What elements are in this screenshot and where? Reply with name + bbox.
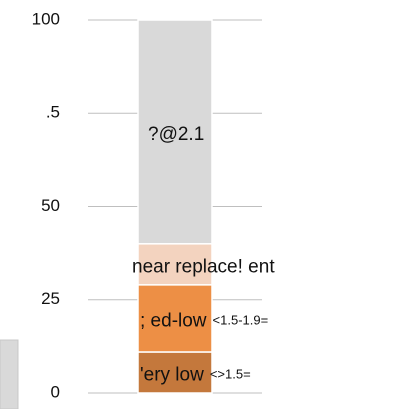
series-note: <1.5-1.9=	[213, 313, 269, 328]
bar-segment	[137, 284, 213, 353]
y-tick-label: 100	[32, 9, 60, 28]
segment-label: ; ed-low <1.5-1.9=	[140, 310, 268, 331]
y-tick-label: .5	[46, 103, 60, 122]
series-name: 'ery low	[140, 365, 204, 386]
bar-segment	[137, 351, 213, 394]
series-name: near replace! ent	[132, 256, 275, 277]
series-name: ; ed-low	[140, 310, 207, 331]
series-name: ?@2.1	[148, 124, 204, 145]
series-note: <>1.5=	[210, 367, 251, 382]
clipped-bar	[0, 339, 19, 409]
y-tick-label: 25	[41, 289, 60, 308]
segment-label: 'ery low <>1.5=	[140, 365, 251, 386]
y-tick-label: 50	[41, 196, 60, 215]
segment-label: near replace! ent	[132, 256, 275, 277]
y-tick-label: 0	[51, 382, 60, 401]
segment-label: ?@2.1	[148, 124, 204, 145]
bar-segment	[137, 19, 213, 245]
